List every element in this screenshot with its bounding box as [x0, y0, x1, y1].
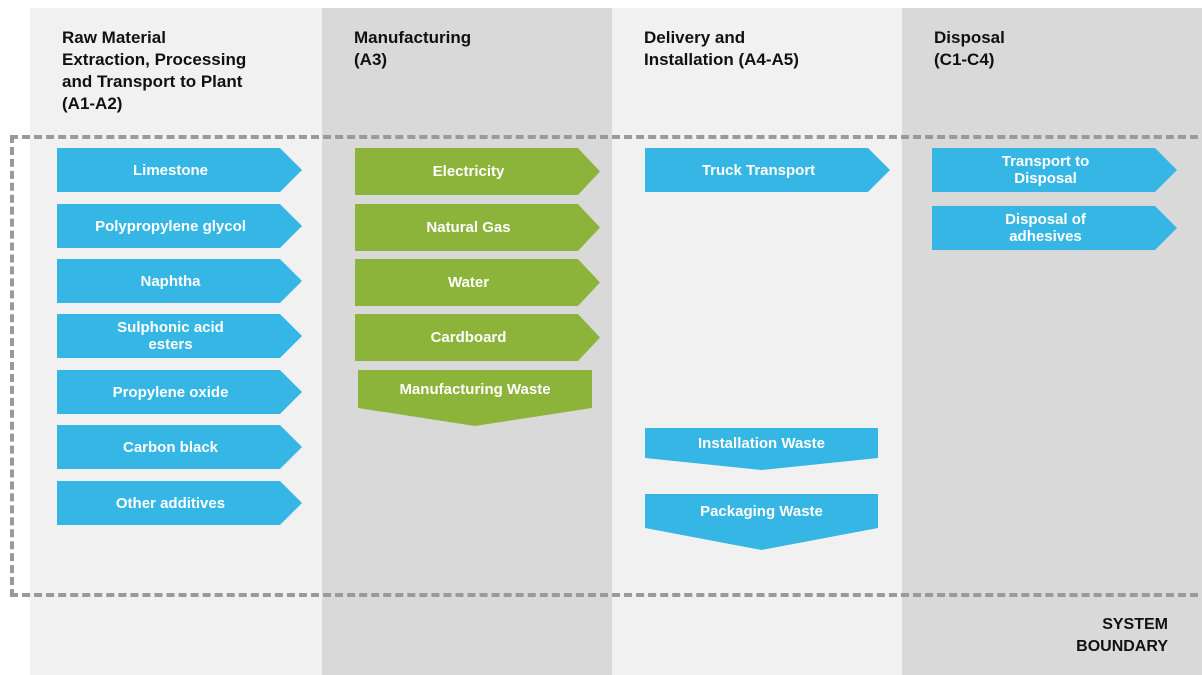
column-background: [902, 8, 1202, 675]
arrow-label: Truck Transport: [701, 161, 816, 179]
arrow-label: Limestone: [132, 161, 208, 179]
boundary-label-line: BOUNDARY: [1076, 638, 1168, 655]
system-boundary: [10, 135, 1202, 597]
column-title: Delivery and Installation (A4-A5): [644, 27, 799, 71]
title-line: (C1-C4): [934, 50, 995, 69]
input-arrow: Polypropylene glycol: [57, 204, 302, 248]
input-arrow: Limestone: [57, 148, 302, 192]
arrow-label: Installation Waste: [698, 435, 825, 452]
arrow-label: Packaging Waste: [700, 503, 823, 520]
title-line: and Transport to Plant: [62, 72, 243, 91]
title-line: (A3): [354, 50, 388, 69]
arrow-label: Manufacturing Waste: [399, 381, 551, 398]
title-line: Installation (A4-A5): [644, 50, 799, 69]
arrow-label: Water: [447, 274, 490, 291]
arrow-label: Propylene oxide: [112, 383, 229, 401]
input-arrow: Truck Transport: [645, 148, 890, 192]
arrow-label: Polypropylene glycol: [95, 217, 246, 235]
title-line: Extraction, Processing: [62, 50, 247, 69]
column-title: Manufacturing (A3): [354, 27, 471, 71]
column-title: Disposal (C1-C4): [934, 27, 1005, 71]
boundary-label-line: SYSTEM: [1102, 616, 1168, 633]
input-arrow: Electricity: [355, 148, 600, 195]
arrow-label: Disposal of adhesives: [1005, 211, 1086, 245]
arrow-label: Transport to Disposal: [1001, 153, 1090, 187]
input-arrow: Carbon black: [57, 425, 302, 469]
input-arrow: Cardboard: [355, 314, 600, 361]
boundary-label: SYSTEM BOUNDARY: [1076, 614, 1168, 658]
input-arrow: Water: [355, 259, 600, 306]
arrow-label: Naphtha: [140, 272, 201, 290]
title-line: Raw Material: [62, 28, 166, 47]
arrow-label: Cardboard: [430, 329, 507, 346]
input-arrow: Transport to Disposal: [932, 148, 1177, 192]
arrow-label: Sulphonic acid esters: [117, 319, 224, 353]
title-line: (A1-A2): [62, 94, 123, 113]
arrow-label: Natural Gas: [426, 219, 511, 236]
input-arrow: Other additives: [57, 481, 302, 525]
column-title: Raw Material Extraction, Processing and Tr…: [62, 27, 246, 115]
input-arrow: Propylene oxide: [57, 370, 302, 414]
column-background: [612, 8, 902, 675]
title-line: Disposal: [934, 28, 1005, 47]
title-line: Delivery and: [644, 28, 746, 47]
arrow-label: Carbon black: [122, 438, 219, 456]
input-arrow: Natural Gas: [355, 204, 600, 251]
title-line: Manufacturing: [354, 28, 472, 47]
input-arrow: Disposal of adhesives: [932, 206, 1177, 250]
input-arrow: Sulphonic acid esters: [57, 314, 302, 358]
arrow-label: Other additives: [115, 494, 226, 512]
input-arrow: Naphtha: [57, 259, 302, 303]
arrow-label: Electricity: [432, 163, 505, 180]
